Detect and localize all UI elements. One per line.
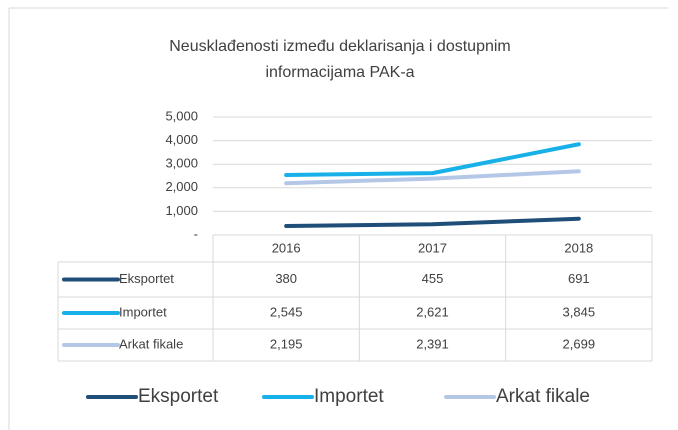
legend-label: Arkat fikale [496, 386, 590, 407]
legend-label: Eksportet [138, 386, 219, 407]
table-value: 691 [568, 271, 590, 286]
series-line [284, 169, 581, 186]
series-line [284, 216, 581, 229]
table-value: 2,621 [416, 304, 449, 319]
y-tick-label: 1,000 [165, 203, 198, 218]
legend-label: Importet [314, 386, 384, 407]
table-value: 380 [275, 271, 297, 286]
x-tick-label: 2016 [272, 240, 301, 255]
table-series-name: Eksportet [119, 271, 174, 286]
y-tick-label: 4,000 [165, 132, 198, 147]
x-tick-label: 2018 [564, 240, 593, 255]
table-series-name: Arkat fikale [119, 336, 183, 351]
chart-title: Neusklađenosti između deklarisanja i dos… [169, 38, 511, 55]
y-tick-label: 3,000 [165, 156, 198, 171]
table-value: 2,195 [270, 336, 303, 351]
chart-title: informacijama PAK-a [265, 64, 414, 81]
x-tick-label: 2017 [418, 240, 447, 255]
table-value: 455 [422, 271, 444, 286]
table-value: 2,699 [563, 336, 596, 351]
y-tick-label: - [194, 226, 198, 241]
table-value: 3,845 [563, 304, 596, 319]
table-series-name: Importet [119, 304, 167, 319]
table-value: 2,545 [270, 304, 303, 319]
table-value: 2,391 [416, 336, 449, 351]
y-tick-label: 2,000 [165, 179, 198, 194]
series-line [284, 142, 581, 177]
y-tick-label: 5,000 [165, 108, 198, 123]
